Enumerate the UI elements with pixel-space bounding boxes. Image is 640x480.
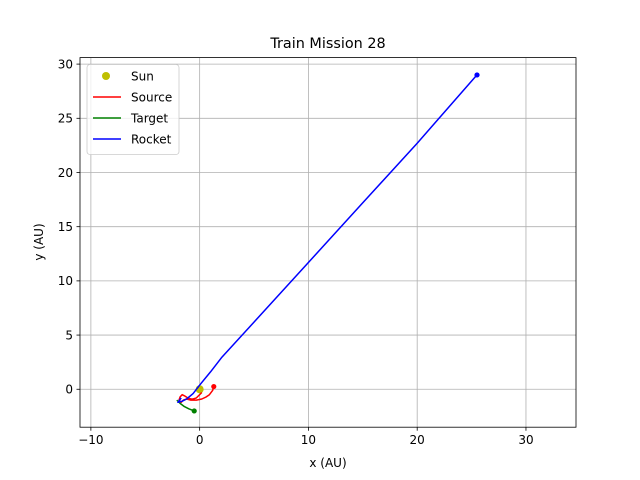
- x-tick-label: −10: [78, 433, 103, 447]
- source-line: [178, 386, 215, 404]
- grid: [80, 57, 576, 428]
- y-tick-label: 10: [58, 274, 73, 288]
- y-tick-label: 5: [65, 328, 73, 342]
- ticks: −10 0 10 20 30 0 5 10 15 20 25 30: [58, 57, 534, 447]
- x-tick-label: 10: [301, 433, 316, 447]
- x-tick-label: 30: [518, 433, 533, 447]
- y-tick-label: 15: [58, 220, 73, 234]
- series-layer: [176, 72, 480, 414]
- legend-label-rocket: Rocket: [131, 132, 172, 146]
- x-tick-label: 0: [196, 433, 204, 447]
- y-tick-label: 25: [58, 112, 73, 126]
- legend-swatch-sun: [102, 72, 110, 80]
- source-end-marker: [211, 383, 217, 390]
- rocket-line: [177, 74, 478, 404]
- chart-title: Train Mission 28: [269, 36, 385, 52]
- y-tick-label: 30: [58, 57, 73, 71]
- plot-frame: [79, 57, 577, 428]
- legend-label-sun: Sun: [131, 69, 154, 83]
- rocket-end-marker: [474, 72, 480, 78]
- y-tick-label: 20: [58, 166, 73, 180]
- target-end-marker: [191, 408, 197, 414]
- legend-label-target: Target: [130, 111, 168, 125]
- legend-box: [86, 64, 180, 155]
- legend: Sun Source Target Rocket: [86, 64, 180, 155]
- y-axis-label: y (AU): [32, 223, 46, 260]
- x-axis-label: x (AU): [309, 456, 346, 470]
- legend-label-source: Source: [131, 90, 172, 104]
- x-tick-label: 20: [410, 433, 425, 447]
- y-tick-label: 0: [65, 383, 73, 397]
